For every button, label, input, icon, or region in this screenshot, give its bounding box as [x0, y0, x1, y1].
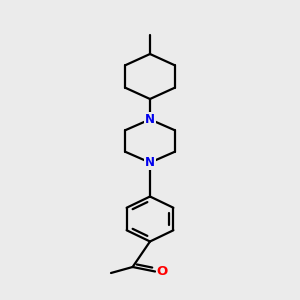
Text: N: N [145, 113, 155, 126]
Text: N: N [145, 156, 155, 169]
Text: O: O [156, 265, 167, 278]
